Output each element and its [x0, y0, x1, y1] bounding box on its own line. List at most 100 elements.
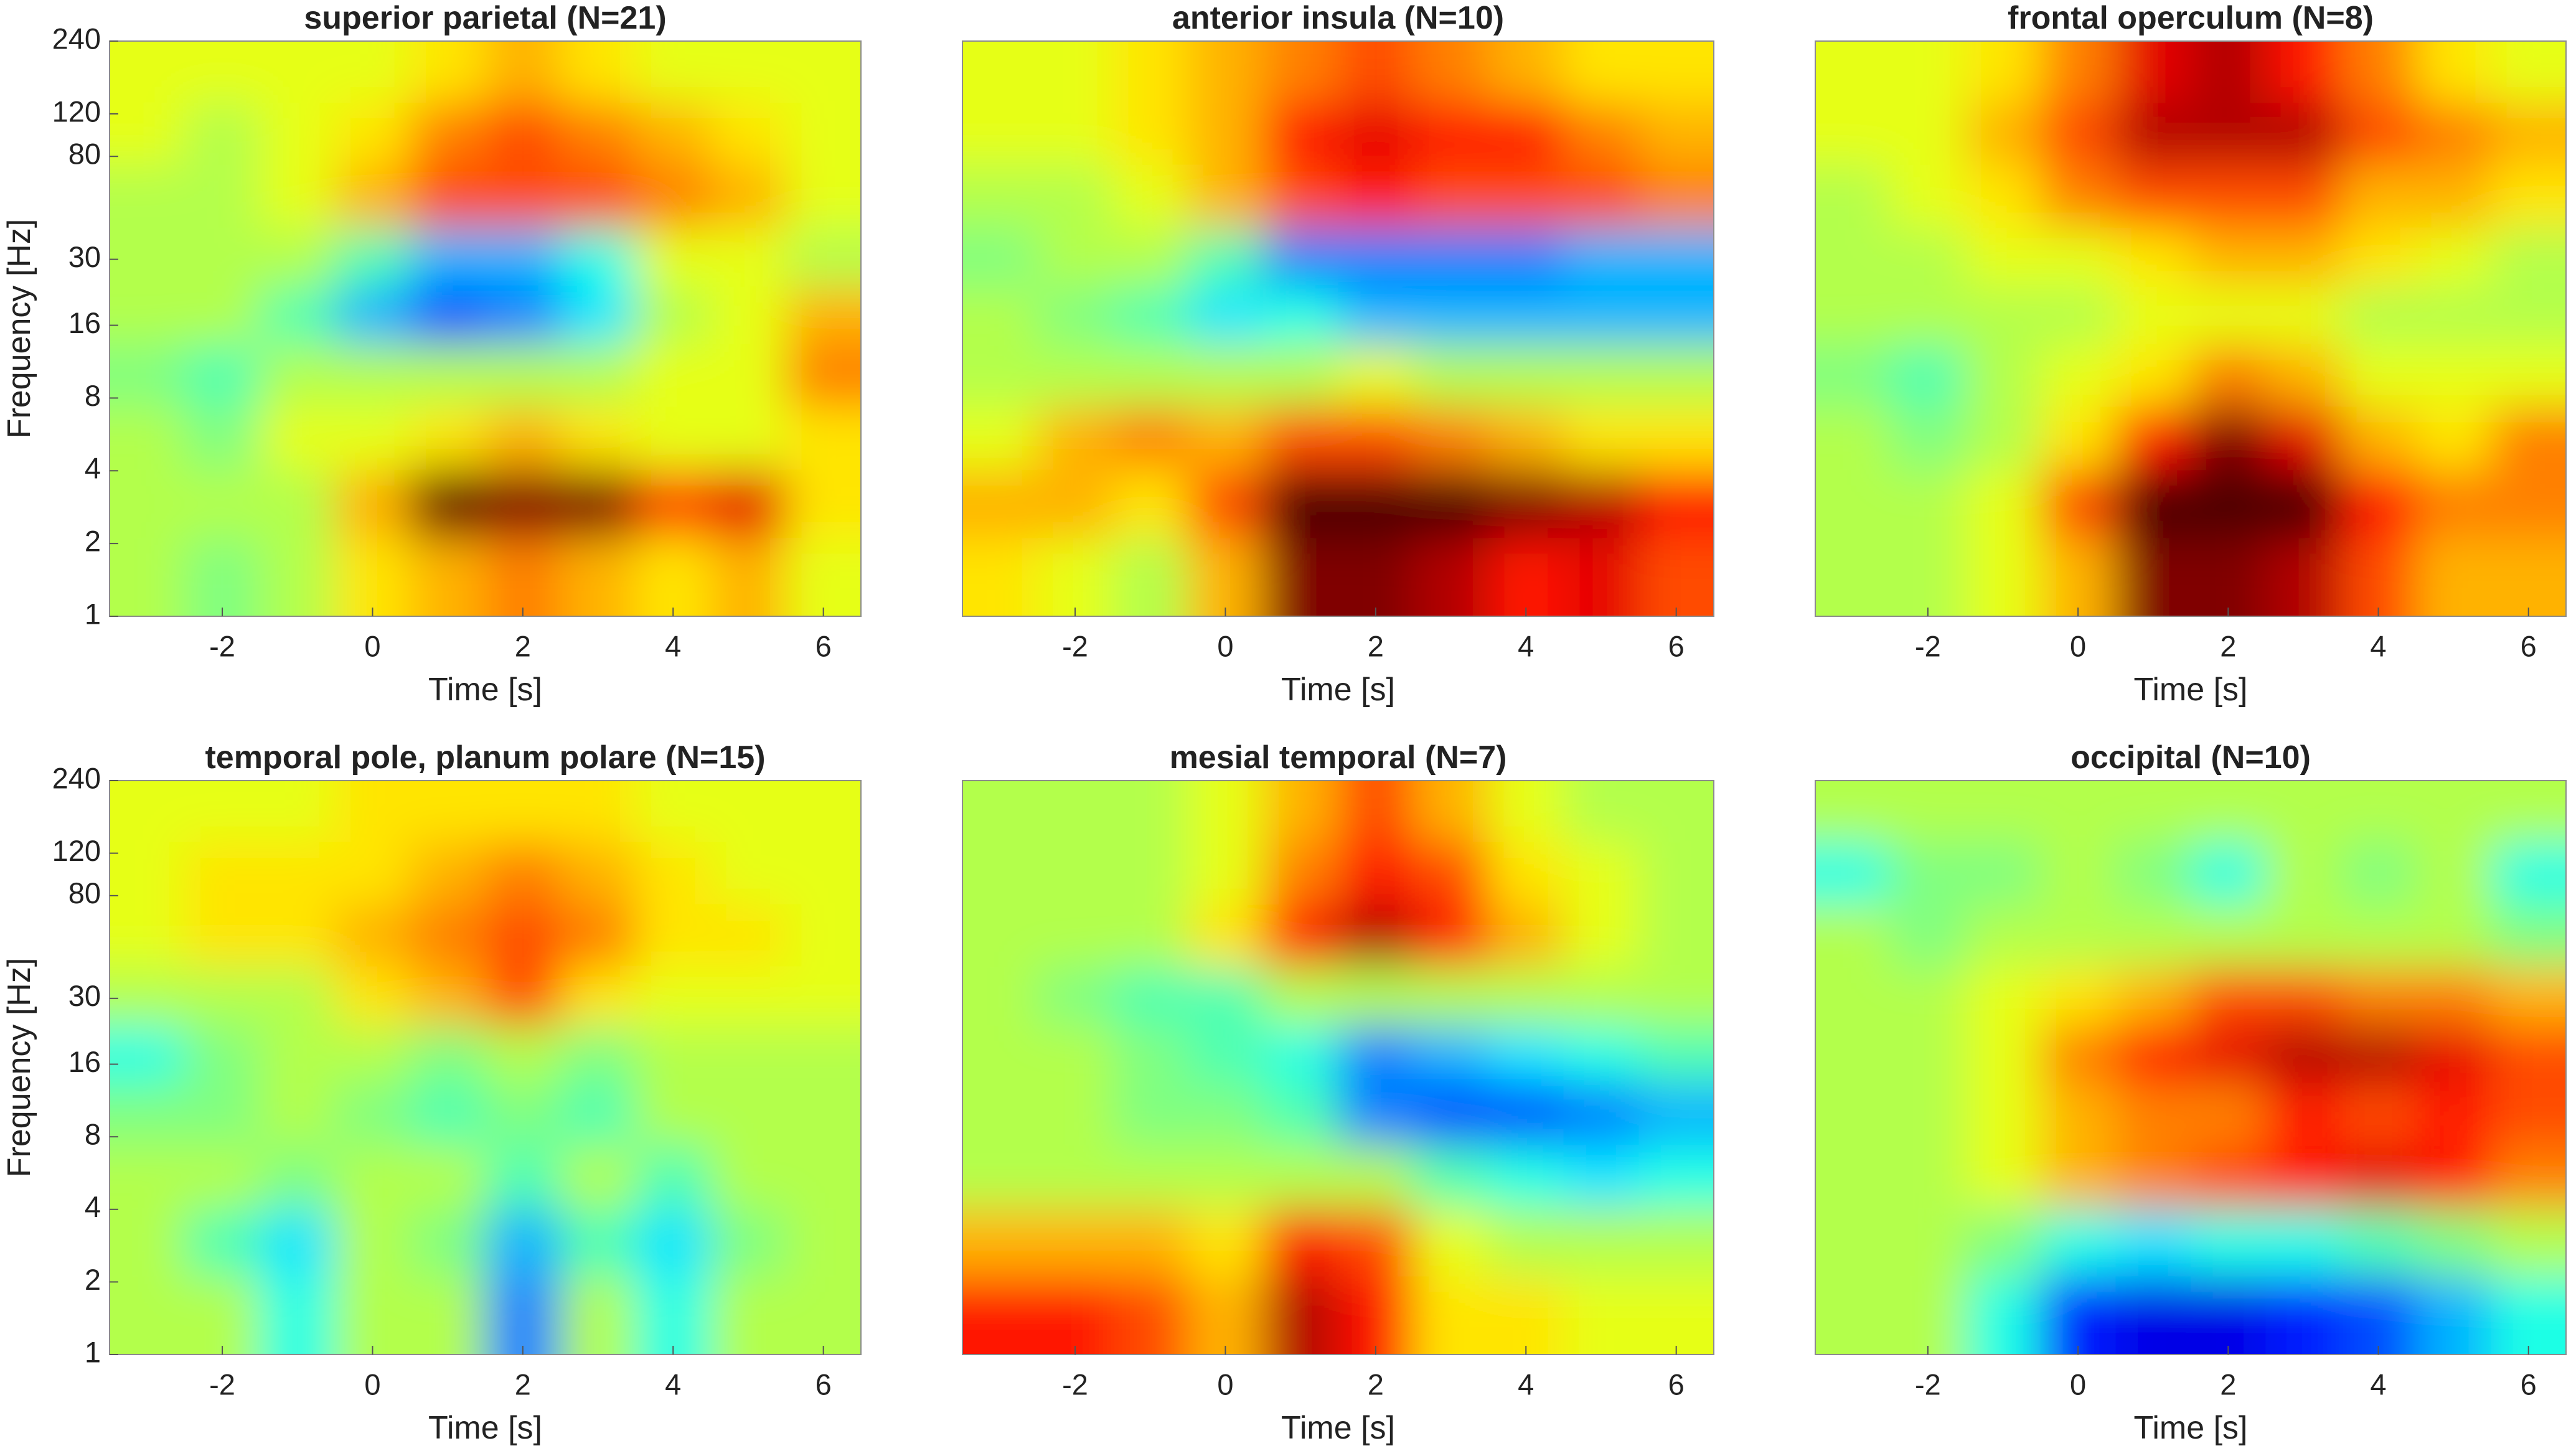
heatmap-cell	[1638, 164, 1714, 228]
heatmap-cell	[1890, 1208, 1967, 1277]
heatmap-cell	[635, 1144, 712, 1209]
y-tick-label: 1	[85, 1335, 101, 1368]
y-tick-label: 30	[68, 979, 101, 1012]
y-tick-label: 30	[68, 240, 101, 273]
heatmap-cell	[1338, 841, 1414, 904]
heatmap-cell	[410, 537, 486, 616]
heatmap-cell	[1112, 41, 1189, 103]
heatmap-cell	[786, 537, 861, 616]
heatmap-cell	[1037, 841, 1114, 904]
heatmap-cell	[110, 164, 186, 228]
heatmap-cell	[2491, 102, 2566, 165]
heatmap-cell	[560, 164, 636, 228]
heatmap-cell	[1965, 1208, 2041, 1277]
heatmap-cell	[2415, 469, 2492, 538]
heatmap-cell	[1037, 537, 1114, 616]
heatmap-cell	[1338, 966, 1414, 1026]
heatmap-cell	[2040, 903, 2117, 967]
heatmap-cell	[560, 102, 636, 165]
heatmap-cell	[485, 469, 562, 538]
heatmap-cell	[2491, 1025, 2566, 1084]
heatmap-cell	[2491, 344, 2566, 407]
heatmap-cell	[635, 1083, 712, 1145]
x-axis-label: Time [s]	[2134, 672, 2248, 708]
heatmap-cell	[2115, 286, 2191, 345]
heatmap-cell	[1188, 1083, 1264, 1145]
heatmap-cell	[1638, 469, 1714, 538]
heatmap-cell	[2341, 286, 2417, 345]
heatmap-cell	[260, 286, 336, 345]
y-tick-label: 80	[68, 138, 101, 171]
heatmap-cells	[1815, 781, 2566, 1355]
x-tick-label: 4	[1518, 629, 1534, 662]
heatmap-cell	[786, 1208, 861, 1277]
heatmap-cell	[110, 841, 186, 904]
heatmap-cell	[1413, 537, 1489, 616]
heatmap-cell	[110, 1208, 186, 1277]
heatmap-cell	[1563, 1208, 1640, 1277]
heatmap-cell	[1188, 781, 1264, 842]
heatmap-cell	[1563, 406, 1640, 470]
heatmap-cell	[1413, 227, 1489, 287]
heatmap-cell	[786, 841, 861, 904]
heatmap-cell	[1488, 966, 1564, 1026]
heatmap-cell	[710, 406, 787, 470]
heatmap-cell	[2040, 966, 2117, 1026]
heatmap-cell	[485, 286, 562, 345]
heatmap-cell	[786, 781, 861, 842]
heatmap-cell	[1037, 227, 1114, 287]
heatmap-cell	[260, 164, 336, 228]
heatmap-cell	[184, 1208, 261, 1277]
heatmap-cell	[2191, 469, 2267, 538]
heatmap-cell	[786, 1083, 861, 1145]
x-tick-label: 2	[1368, 1368, 1384, 1401]
heatmap-cell	[110, 537, 186, 616]
heatmap-cell	[410, 1083, 486, 1145]
heatmap-cell	[1638, 1144, 1714, 1209]
axes-frame	[962, 40, 1714, 617]
heatmap-cell	[110, 781, 186, 842]
heatmap-cell	[1262, 406, 1339, 470]
heatmap-cell	[1338, 344, 1414, 407]
heatmap-cell	[786, 469, 861, 538]
heatmap-cell	[485, 1275, 562, 1355]
heatmap-cell	[110, 469, 186, 538]
heatmap-cell	[2491, 1144, 2566, 1209]
heatmap-cell	[1262, 1275, 1339, 1355]
heatmap-cell	[2265, 1025, 2342, 1084]
heatmap-cell	[786, 903, 861, 967]
heatmap-cell	[1413, 1083, 1489, 1145]
heatmap-cell	[1965, 537, 2041, 616]
heatmap-cell	[1112, 164, 1189, 228]
x-tick-label: 2	[515, 1368, 531, 1401]
heatmap-cell	[1338, 406, 1414, 470]
heatmap-cell	[710, 227, 787, 287]
heatmap-cell	[710, 1025, 787, 1084]
heatmap-cell	[1338, 537, 1414, 616]
heatmap-cell	[410, 344, 486, 407]
heatmap-cell	[1413, 903, 1489, 967]
heatmap-cell	[962, 164, 1038, 228]
heatmap-cell	[962, 841, 1038, 904]
heatmap-cell	[1413, 781, 1489, 842]
heatmap-cell	[1638, 1275, 1714, 1355]
heatmap-cell	[260, 1144, 336, 1209]
heatmap-cell	[1413, 1275, 1489, 1355]
heatmap-cell	[1262, 41, 1339, 103]
heatmap-cell	[184, 406, 261, 470]
heatmap-cell	[2265, 1083, 2342, 1145]
heatmap-cell	[1563, 903, 1640, 967]
heatmap-cell	[1338, 286, 1414, 345]
heatmap-cell	[110, 41, 186, 103]
heatmap-cell	[1037, 1083, 1114, 1145]
heatmap-cell	[410, 1275, 486, 1355]
heatmap-cell	[1965, 469, 2041, 538]
x-tick-label: -2	[1062, 629, 1088, 662]
heatmap-cell	[2191, 227, 2267, 287]
heatmap-cell	[260, 1083, 336, 1145]
heatmap-cell	[1815, 406, 1891, 470]
x-axis-label: Time [s]	[428, 1410, 542, 1446]
heatmap-cell	[2415, 1208, 2492, 1277]
heatmap-cell	[2491, 781, 2566, 842]
heatmap-cell	[710, 903, 787, 967]
